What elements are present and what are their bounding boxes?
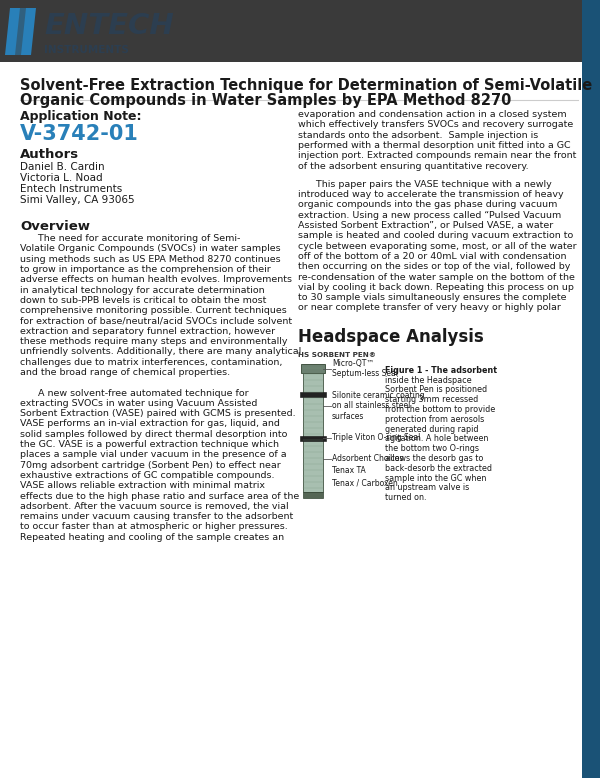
Text: Authors: Authors [20,148,79,161]
Text: Figure 1 - The adsorbent: Figure 1 - The adsorbent [385,366,497,375]
Text: Volatile Organic Compounds (SVOCs) in water samples: Volatile Organic Compounds (SVOCs) in wa… [20,244,281,254]
Text: cycle between evaporating some, most, or all of the water: cycle between evaporating some, most, or… [298,242,577,251]
Text: Headspace Analysis: Headspace Analysis [298,328,484,345]
Text: The need for accurate monitoring of Semi-: The need for accurate monitoring of Semi… [20,234,241,243]
Text: exhaustive extractions of GC compatible compounds.: exhaustive extractions of GC compatible … [20,471,275,480]
Text: off of the bottom of a 20 or 40mL vial with condensation: off of the bottom of a 20 or 40mL vial w… [298,252,566,261]
Text: effects due to the high phase ratio and surface area of the: effects due to the high phase ratio and … [20,492,299,500]
Text: which effectively transfers SVOCs and recovery surrogate: which effectively transfers SVOCs and re… [298,121,573,129]
Text: agitation. A hole between: agitation. A hole between [385,434,488,443]
Text: turned on.: turned on. [385,493,427,502]
Text: organic compounds into the gas phase during vacuum: organic compounds into the gas phase dur… [298,201,557,209]
Text: allows the desorb gas to: allows the desorb gas to [385,454,484,463]
Text: INSTRUMENTS: INSTRUMENTS [44,45,129,55]
Text: Victoria L. Noad: Victoria L. Noad [20,173,103,183]
Text: Triple Viton O-ring Seal: Triple Viton O-ring Seal [332,433,421,442]
Text: and the broad range of chemical properties.: and the broad range of chemical properti… [20,368,230,377]
Text: ENTECH: ENTECH [44,12,174,40]
Text: in analytical technology for accurate determination: in analytical technology for accurate de… [20,286,265,295]
Text: performed with a thermal desorption unit fitted into a GC: performed with a thermal desorption unit… [298,141,571,150]
Text: unfriendly solvents. Additionally, there are many analytical: unfriendly solvents. Additionally, there… [20,347,301,356]
Text: the bottom two O-rings: the bottom two O-rings [385,444,479,453]
Bar [301,363,325,373]
Text: adverse effects on human health evolves. Improvements: adverse effects on human health evolves.… [20,275,292,284]
Text: introduced way to accelerate the transmission of heavy: introduced way to accelerate the transmi… [298,190,563,199]
Text: standards onto the adsorbent.  Sample injection is: standards onto the adsorbent. Sample inj… [298,131,538,139]
Text: remains under vacuum causing transfer to the adsorbent: remains under vacuum causing transfer to… [20,512,293,521]
Text: down to sub-PPB levels is critical to obtain the most: down to sub-PPB levels is critical to ob… [20,296,266,305]
Text: Simi Valley, CA 93065: Simi Valley, CA 93065 [20,195,134,205]
Text: starting 3mm recessed: starting 3mm recessed [385,395,478,404]
Text: VASE allows reliable extraction with minimal matrix: VASE allows reliable extraction with min… [20,482,265,490]
Text: Sorbent Extraction (VASE) paired with GCMS is presented.: Sorbent Extraction (VASE) paired with GC… [20,409,296,418]
Text: to grow in importance as the comprehension of their: to grow in importance as the comprehensi… [20,265,271,274]
Text: using methods such as US EPA Method 8270 continues: using methods such as US EPA Method 8270… [20,254,281,264]
Text: This paper pairs the VASE technique with a newly: This paper pairs the VASE technique with… [298,180,552,189]
Text: of the adsorbent ensuring quantitative recovery.: of the adsorbent ensuring quantitative r… [298,162,529,170]
Text: adsorbent. After the vacuum source is removed, the vial: adsorbent. After the vacuum source is re… [20,502,289,511]
Text: HS SORBENT PEN®: HS SORBENT PEN® [298,352,376,358]
Bar [0,0,600,62]
Text: Tenax / Carboxen: Tenax / Carboxen [332,478,398,487]
Text: Repeated heating and cooling of the sample creates an: Repeated heating and cooling of the samp… [20,533,284,541]
Text: sample is heated and cooled during vacuum extraction to: sample is heated and cooled during vacuu… [298,231,573,240]
Polygon shape [5,8,20,55]
Text: for extraction of base/neutral/acid SVOCs include solvent: for extraction of base/neutral/acid SVOC… [20,317,292,325]
Text: these methods require many steps and environmentally: these methods require many steps and env… [20,337,287,346]
Text: back-desorb the extracted: back-desorb the extracted [385,464,492,473]
Text: injection port. Extracted compounds remain near the front: injection port. Extracted compounds rema… [298,151,577,160]
Bar [303,492,323,498]
Text: the GC. VASE is a powerful extraction technique which: the GC. VASE is a powerful extraction te… [20,440,279,449]
Text: solid samples followed by direct thermal desorption into: solid samples followed by direct thermal… [20,429,287,439]
Bar [300,436,326,440]
Text: generated during rapid: generated during rapid [385,425,479,433]
Text: to occur faster than at atmospheric or higher pressures.: to occur faster than at atmospheric or h… [20,522,288,531]
Text: Tenax TA: Tenax TA [332,466,366,475]
Text: Application Note:: Application Note: [20,110,142,123]
Text: or near complete transfer of very heavy or highly polar: or near complete transfer of very heavy … [298,303,561,313]
Text: comprehensive monitoring possible. Current techniques: comprehensive monitoring possible. Curre… [20,306,287,315]
Text: Assisted Sorbent Extraction”, or Pulsed VASE, a water: Assisted Sorbent Extraction”, or Pulsed … [298,221,553,230]
Text: V-3742-01: V-3742-01 [20,124,139,144]
Text: Micro-QT™
Septum-less Seal: Micro-QT™ Septum-less Seal [332,359,398,378]
Text: Sorbent Pen is positioned: Sorbent Pen is positioned [385,385,487,394]
Text: then occurring on the sides or top of the vial, followed by: then occurring on the sides or top of th… [298,262,571,272]
Bar [300,391,326,397]
Text: extraction. Using a new process called “Pulsed Vacuum: extraction. Using a new process called “… [298,211,561,219]
Text: Entech Instruments: Entech Instruments [20,184,122,194]
Bar [303,363,323,492]
Text: re-condensation of the water sample on the bottom of the: re-condensation of the water sample on t… [298,272,575,282]
Text: Solvent-Free Extraction Technique for Determination of Semi-Volatile: Solvent-Free Extraction Technique for De… [20,78,592,93]
Text: vial by cooling it back down. Repeating this process on up: vial by cooling it back down. Repeating … [298,282,574,292]
Text: places a sample vial under vacuum in the presence of a: places a sample vial under vacuum in the… [20,450,287,459]
Text: extraction and separatory funnel extraction, however: extraction and separatory funnel extract… [20,327,275,335]
Text: A new solvent-free automated technique for: A new solvent-free automated technique f… [20,388,248,398]
Text: 70mg adsorbent cartridge (Sorbent Pen) to effect near: 70mg adsorbent cartridge (Sorbent Pen) t… [20,461,281,470]
Polygon shape [13,8,28,55]
Text: to 30 sample vials simultaneously ensures the complete: to 30 sample vials simultaneously ensure… [298,293,566,302]
Text: Adsorbent Choices: Adsorbent Choices [332,454,404,463]
Text: Silonite ceramic coating
on all stainless steel
surfaces: Silonite ceramic coating on all stainles… [332,391,425,421]
Text: Daniel B. Cardin: Daniel B. Cardin [20,162,104,172]
Text: VASE performs an in-vial extraction for gas, liquid, and: VASE performs an in-vial extraction for … [20,419,280,429]
Polygon shape [21,8,36,55]
Text: from the bottom to provide: from the bottom to provide [385,405,495,414]
Text: Overview: Overview [20,220,90,233]
Text: sample into the GC when: sample into the GC when [385,474,487,482]
Text: an upstream valve is: an upstream valve is [385,483,469,492]
Text: extracting SVOCs in water using Vacuum Assisted: extracting SVOCs in water using Vacuum A… [20,399,257,408]
Text: evaporation and condensation action in a closed system: evaporation and condensation action in a… [298,110,566,119]
Text: protection from aerosols: protection from aerosols [385,415,484,424]
Bar [582,0,600,778]
Text: Organic Compounds in Water Samples by EPA Method 8270: Organic Compounds in Water Samples by EP… [20,93,511,108]
Text: challenges due to matrix interferences, contamination,: challenges due to matrix interferences, … [20,358,283,366]
Text: inside the Headspace: inside the Headspace [385,376,472,384]
